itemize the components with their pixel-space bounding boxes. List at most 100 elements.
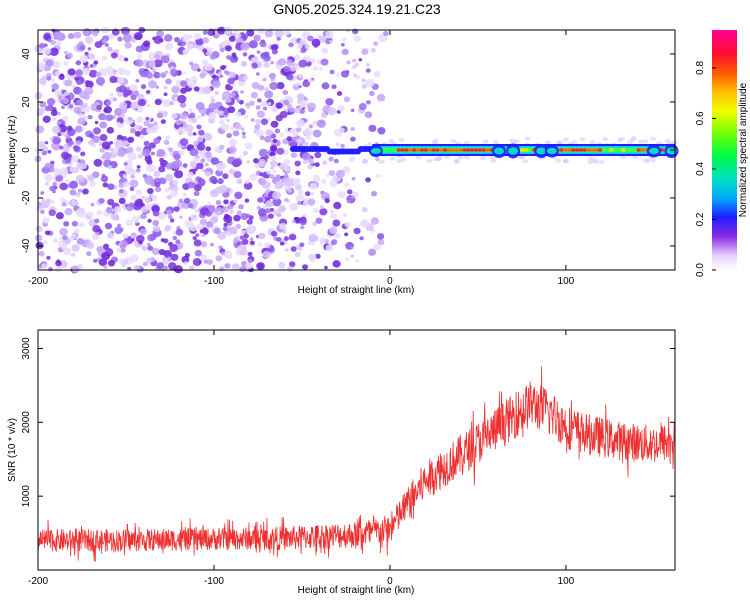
spectrogram-noise-blob <box>152 220 160 227</box>
spectrogram-noise-blob <box>164 42 174 51</box>
spectrogram-noise-blob <box>37 141 45 148</box>
spectrogram-noise-blob <box>349 245 354 249</box>
spectrogram-noise-blob <box>282 90 289 96</box>
spectrogram-noise-blob <box>266 201 274 208</box>
spectrogram-noise-blob <box>75 140 82 146</box>
spectrogram-haze-blob <box>378 159 385 164</box>
spectrogram-noise-blob <box>135 78 140 83</box>
spectrogram-noise-blob <box>308 124 313 129</box>
spectrogram-noise-blob <box>78 221 85 228</box>
spectrogram-noise-blob <box>153 137 161 144</box>
spectrogram-noise-blob <box>88 69 98 78</box>
spectrogram-noise-blob <box>325 244 334 252</box>
spectrogram-noise-blob <box>152 225 161 233</box>
spectrogram-noise-blob <box>122 233 129 239</box>
spectrogram-noise-blob <box>350 108 355 113</box>
spectrogram-noise-blob <box>196 143 206 151</box>
spectrogram-signal-peak <box>450 148 456 152</box>
spectrogram-noise-blob <box>254 124 261 130</box>
spectrogram-noise-blob <box>340 43 345 47</box>
spectrogram-noise-blob <box>40 262 48 269</box>
spectrogram-noise-blob <box>49 136 54 141</box>
spectrogram-noise-blob <box>278 262 286 270</box>
spectrogram-noise-blob <box>226 132 232 139</box>
spectrogram-noise-blob <box>55 260 62 267</box>
spectrogram-noise-blob <box>360 219 370 228</box>
spectrogram-signal-peak <box>427 148 432 152</box>
spectrogram-noise-blob <box>187 171 194 178</box>
spec-yticks-label-3: 20 <box>21 96 32 108</box>
spectrogram-noise-blob <box>276 236 282 242</box>
spectrogram-noise-blob <box>101 141 111 150</box>
spectrogram-noise-blob <box>106 232 114 239</box>
spectrogram-noise-blob <box>283 165 292 173</box>
spectrogram-noise-blob <box>253 34 261 42</box>
spectrogram-noise-blob <box>351 177 356 181</box>
spectrogram-noise-blob <box>61 105 65 110</box>
spectrogram-noise-blob <box>118 85 127 93</box>
spectrogram-noise-blob <box>289 66 294 70</box>
spectrogram-noise-blob <box>223 199 229 205</box>
spectrogram-noise-blob <box>55 174 64 182</box>
spectrogram-noise-blob <box>350 254 355 258</box>
spectrogram-noise-blob <box>243 75 249 81</box>
spectrogram-noise-blob <box>101 251 111 261</box>
spectrogram-noise-blob <box>270 44 278 51</box>
spectrogram-signal-peak <box>559 148 564 152</box>
spectrogram-noise-blob <box>257 158 267 168</box>
spectrogram-noise-blob <box>110 52 118 59</box>
spectrogram-noise-blob <box>162 258 170 265</box>
spectrogram-noise-blob <box>154 186 162 193</box>
spectrogram-noise-blob <box>45 59 54 67</box>
spectrogram-noise-blob <box>245 262 253 269</box>
spectrogram-noise-blob <box>96 246 104 253</box>
spectrogram-noise-blob <box>167 214 173 219</box>
spectrogram-noise-blob <box>120 247 126 253</box>
spectrogram-haze-blob <box>435 156 442 161</box>
spectrogram-noise-blob <box>174 36 180 43</box>
spectrogram-noise-blob <box>218 27 226 34</box>
spectrogram-haze-blob <box>415 155 422 160</box>
spectrogram-noise-blob <box>118 197 126 205</box>
spectrogram-noise-blob <box>130 194 137 201</box>
spectrogram-noise-blob <box>222 206 230 213</box>
spectrogram-noise-blob <box>311 38 321 47</box>
spectrogram-noise-blob <box>267 102 272 106</box>
spectrogram-noise-blob <box>151 247 160 256</box>
spectrogram-noise-blob <box>327 107 337 116</box>
spectrogram-noise-blob <box>200 254 208 261</box>
spectrogram-signal-bump-core-5 <box>648 147 659 155</box>
spectrogram-noise-blob <box>52 117 57 121</box>
spectrogram-noise-blob <box>192 132 197 136</box>
spectrogram-haze-blob <box>617 138 624 143</box>
spectrogram-signal-peak <box>570 148 576 152</box>
spectrogram-noise-blob <box>95 71 102 78</box>
spectrogram-noise-blob <box>123 57 129 62</box>
spectrogram-noise-blob <box>330 213 337 220</box>
spectrogram-noise-blob <box>218 119 225 125</box>
spectrogram-noise-blob <box>341 37 347 42</box>
spectrogram-noise-blob <box>44 105 51 112</box>
spectrogram-noise-blob <box>44 141 49 145</box>
spectrogram-signal-bump-core-6 <box>666 147 677 155</box>
spectrogram-noise-blob <box>181 255 190 264</box>
snr-series-line <box>37 366 676 562</box>
spectrogram-noise-blob <box>312 120 319 126</box>
snr-y-axis-label: SNR (10 * v/v) <box>7 418 18 482</box>
spectrogram-noise-blob <box>239 266 246 273</box>
spectrogram-signal-peak <box>640 148 645 152</box>
spectrogram-noise-blob <box>67 68 76 76</box>
spectrogram-noise-blob <box>370 190 378 197</box>
spectrogram-noise-blob <box>127 136 135 143</box>
spectrogram-noise-blob <box>307 102 317 111</box>
spectrogram-noise-blob <box>325 39 331 45</box>
spectrogram-noise-blob <box>349 156 356 163</box>
spectrogram-noise-blob <box>40 209 45 214</box>
spectrogram-noise-blob <box>49 47 59 56</box>
spectrogram-noise-blob <box>182 48 190 55</box>
spectrogram-noise-blob <box>142 261 148 267</box>
spectrogram-noise-blob <box>116 134 123 140</box>
spectrogram-noise-blob <box>199 218 207 226</box>
spectrogram-noise-blob <box>50 78 55 83</box>
spectrogram-noise-blob <box>150 151 156 156</box>
